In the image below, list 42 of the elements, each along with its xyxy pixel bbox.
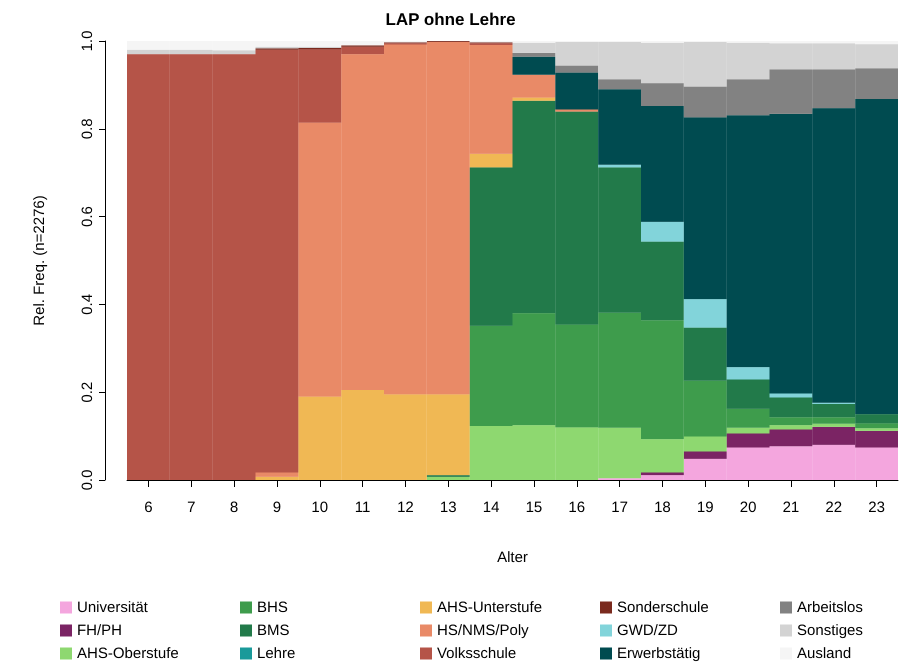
x-axis-title: Alter: [497, 549, 528, 566]
legend-label: Arbeitslos: [797, 599, 863, 616]
x-tick-label: 21: [782, 499, 800, 516]
legend-label: Volksschule: [437, 645, 516, 662]
y-tick-label: 0.8: [79, 118, 96, 140]
legend-label: FH/PH: [77, 622, 122, 639]
x-tick-label: 23: [868, 499, 885, 516]
legend-label: Ausland: [797, 645, 852, 662]
y-tick-label: 0.0: [79, 470, 96, 490]
legend-label: Universität: [77, 599, 149, 616]
legend-label: Sonderschule: [617, 599, 709, 616]
y-axis-title: Rel. Freq. (n=2276): [31, 195, 48, 326]
legend-label: BMS: [257, 622, 290, 639]
x-tick-label: 7: [187, 499, 196, 516]
x-tick-label: 16: [568, 499, 586, 516]
x-tick-label: 17: [611, 499, 628, 516]
x-tick-label: 22: [825, 499, 842, 516]
legend-label: GWD/ZD: [617, 622, 678, 639]
x-tick-label: 19: [696, 499, 714, 516]
legend-label: Sonstiges: [797, 622, 863, 639]
legend-label: AHS-Oberstufe: [77, 645, 179, 662]
legend-label: AHS-Unterstufe: [437, 599, 542, 616]
x-tick-label: 18: [654, 499, 671, 516]
x-tick-label: 13: [440, 499, 457, 516]
x-tick-label: 10: [311, 499, 328, 516]
x-tick-label: 9: [272, 499, 282, 516]
legend-label: Erwerbstätig: [617, 645, 700, 662]
legend-label: HS/NMS/Poly: [437, 622, 530, 639]
x-tick-label: 12: [397, 499, 414, 516]
y-tick-label: 0.2: [79, 382, 96, 403]
x-tick-label: 20: [740, 499, 756, 516]
x-tick-label: 8: [230, 499, 238, 516]
x-tick-label: 6: [144, 499, 153, 516]
x-tick-label: 14: [482, 499, 500, 516]
x-tick-label: 11: [354, 499, 370, 516]
legend-label: BHS: [257, 599, 288, 616]
y-tick-label: 0.4: [79, 294, 96, 315]
x-tick-label: 15: [526, 499, 542, 516]
legend-label: Lehre: [257, 645, 296, 662]
y-tick-label: 0.6: [79, 206, 96, 228]
y-tick-label: 1.0: [79, 30, 96, 52]
chart-title: LAP ohne Lehre: [385, 10, 516, 29]
